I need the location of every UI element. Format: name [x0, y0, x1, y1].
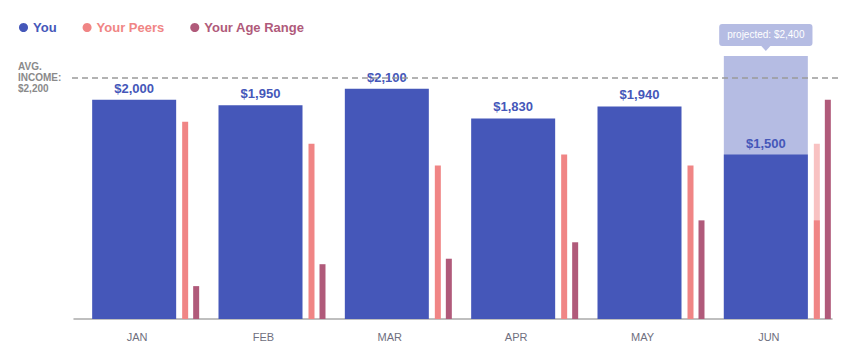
svg-text:FEB: FEB — [253, 331, 274, 343]
svg-text:APR: APR — [505, 331, 528, 343]
svg-text:$2,200: $2,200 — [18, 83, 49, 94]
svg-text:Your Age Range: Your Age Range — [204, 20, 304, 35]
svg-text:$1,940: $1,940 — [620, 87, 660, 102]
svg-text:You: You — [33, 20, 57, 35]
svg-text:Your Peers: Your Peers — [97, 20, 165, 35]
svg-text:projected: $2,400: projected: $2,400 — [727, 29, 805, 40]
svg-text:MAY: MAY — [631, 331, 655, 343]
svg-text:$2,100: $2,100 — [367, 69, 407, 85]
svg-text:$2,000: $2,000 — [114, 81, 154, 96]
svg-text:JUN: JUN — [758, 331, 779, 343]
svg-text:INCOME:: INCOME: — [18, 72, 61, 83]
svg-text:JAN: JAN — [127, 331, 148, 343]
svg-text:MAR: MAR — [378, 331, 403, 343]
svg-text:$1,950: $1,950 — [241, 86, 281, 101]
svg-text:AVG.: AVG. — [18, 61, 42, 72]
svg-text:$1,830: $1,830 — [493, 99, 533, 114]
svg-text:$1,500: $1,500 — [746, 136, 786, 151]
